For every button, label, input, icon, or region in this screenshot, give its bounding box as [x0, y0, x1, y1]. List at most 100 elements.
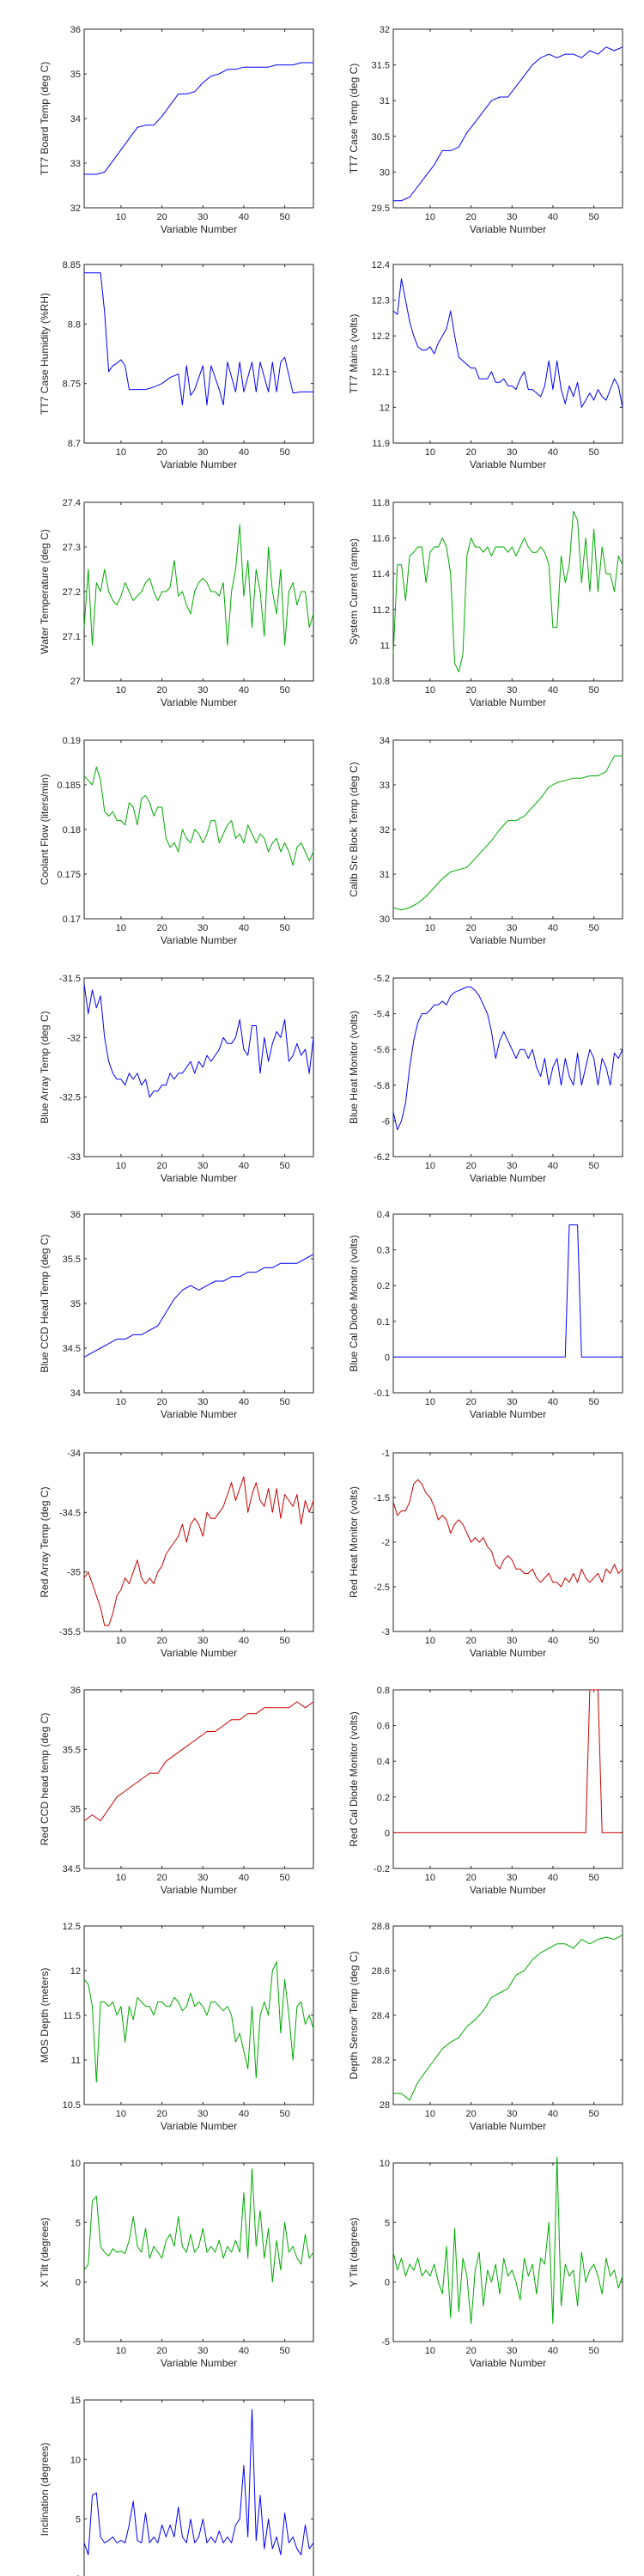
y-tick-label: -34.5 [59, 1508, 81, 1518]
y-tick-label: 0.17 [63, 914, 81, 925]
x-tick-label: 10 [116, 2109, 126, 2119]
y-tick-label: 8.8 [68, 319, 81, 330]
y-axis-label: Blue Array Temp (deg C) [39, 1011, 51, 1123]
x-tick-label: 40 [239, 2109, 249, 2119]
y-tick-label: 30.5 [372, 132, 390, 143]
plot-box [83, 2399, 314, 2576]
y-axis-label: TT7 Case Humidity (%RH) [39, 293, 51, 415]
x-tick-label: 30 [197, 2109, 208, 2119]
y-tick-label: 0.18 [63, 825, 81, 835]
chart-panel-17: 10 20 30 40 50 10.5 11 11.5 12 12.5 Variable Numbe… [39, 1922, 314, 2132]
y-tick-label: 27 [70, 677, 81, 687]
x-tick-label: 10 [116, 1873, 126, 1883]
x-tick-label: 20 [156, 447, 167, 458]
series-line [392, 755, 623, 911]
y-tick-label: 10 [380, 2159, 390, 2169]
series-line [83, 1701, 314, 1821]
x-tick-label: 10 [116, 1636, 126, 1646]
x-tick-label: 10 [116, 2346, 126, 2356]
x-tick-label: 20 [465, 2346, 476, 2356]
x-tick-label: 50 [280, 1636, 290, 1646]
x-tick-label: 40 [548, 2109, 558, 2119]
y-tick-label: 12.5 [63, 1922, 81, 1932]
x-tick-label: 40 [548, 1636, 558, 1646]
chart-panel-2: 10 20 30 40 50 29.5 30 30.5 31 31.5 32 Variable Num… [348, 25, 623, 235]
series-line [392, 278, 623, 408]
x-tick-label: 40 [239, 212, 249, 222]
x-tick-label: 10 [116, 685, 126, 696]
x-tick-label: 50 [280, 1161, 290, 1171]
x-tick-label: 50 [589, 1873, 599, 1883]
y-tick-label: -35.5 [59, 1627, 81, 1637]
plot-box [392, 2162, 623, 2342]
plot-box [392, 1925, 623, 2105]
x-tick-label: 50 [589, 1636, 599, 1646]
y-axis-label: TT7 Mains (volts) [348, 314, 360, 394]
y-tick-label: 0 [385, 2278, 390, 2288]
chart-panel-8: 10 20 30 40 50 30 31 32 33 34 Variable Number Calib… [348, 736, 623, 946]
x-tick-label: 40 [548, 923, 558, 933]
y-tick-label: 5 [76, 2515, 81, 2525]
y-tick-label: 0 [76, 2278, 81, 2288]
chart-panel-12: 10 20 30 40 50 -0.1 0 0.1 0.2 0.3 0.4 Variable Numb… [348, 1210, 623, 1420]
y-tick-label: -2.5 [374, 1583, 390, 1593]
y-axis-label: X Tilt (degrees) [39, 2217, 51, 2287]
y-tick-label: 31 [380, 870, 390, 880]
x-tick-label: 20 [156, 2346, 167, 2356]
y-tick-label: 10 [70, 2455, 81, 2465]
y-tick-label: 34 [70, 114, 81, 125]
y-tick-label: 11.5 [63, 2011, 81, 2021]
y-tick-label: 12.1 [372, 368, 390, 378]
y-tick-label: -3 [381, 1627, 390, 1637]
x-tick-label: 30 [507, 1636, 517, 1646]
x-tick-label: 50 [280, 447, 290, 458]
chart-panel-1: 10 20 30 40 50 32 33 34 35 36 Variable Number TT7 B… [39, 25, 314, 235]
y-tick-label: -33 [67, 1152, 81, 1163]
x-tick-label: 50 [589, 1397, 599, 1407]
y-tick-label: 10.5 [63, 2100, 81, 2111]
x-tick-label: 20 [156, 1873, 167, 1883]
x-tick-label: 30 [507, 685, 517, 696]
chart-panel-10: 10 20 30 40 50 -6.2 -6 -5.8 -5.6 -5.4 -5.2 Variable… [348, 974, 623, 1184]
series-line [393, 1689, 623, 1833]
y-tick-label: 11.6 [372, 534, 390, 544]
x-tick-label: 10 [116, 447, 126, 458]
y-tick-label: 34.5 [63, 1864, 81, 1874]
x-tick-label: 30 [507, 1873, 517, 1883]
x-tick-label: 50 [589, 2346, 599, 2356]
y-tick-label: 0.19 [63, 736, 81, 746]
chart-panel-19: 10 20 30 40 50 -5 0 5 10 Variable Number X Tilt (d… [39, 2159, 314, 2369]
x-tick-label: 20 [465, 447, 476, 458]
x-tick-label: 40 [239, 2346, 249, 2356]
x-tick-label: 40 [548, 1397, 558, 1407]
x-tick-label: 30 [197, 2346, 208, 2356]
series-line [83, 524, 314, 646]
y-tick-label: 33 [380, 781, 390, 791]
y-tick-label: 34 [70, 1388, 81, 1399]
y-axis-label: Calib Src Block Temp (deg C) [348, 762, 360, 896]
x-axis-label: Variable Number [161, 2120, 237, 2132]
y-tick-label: 29.5 [372, 204, 390, 214]
series-line [392, 510, 623, 673]
x-tick-label: 50 [280, 685, 290, 696]
y-tick-label: 8.75 [63, 380, 81, 390]
x-tick-label: 40 [239, 685, 249, 696]
y-axis-label: System Current (amps) [348, 538, 360, 645]
x-tick-label: 20 [156, 1636, 167, 1646]
plot-box [392, 739, 623, 920]
x-tick-label: 30 [197, 447, 208, 458]
y-tick-label: 36 [70, 25, 81, 35]
x-tick-label: 30 [507, 2109, 517, 2119]
y-tick-label: 0.4 [377, 1757, 390, 1767]
x-axis-label: Variable Number [470, 1172, 546, 1184]
plot-box [83, 977, 314, 1157]
y-axis-label: Depth Sensor Temp (deg C) [348, 1951, 360, 2079]
x-tick-label: 30 [197, 923, 208, 933]
x-axis-label: Variable Number [161, 459, 237, 471]
y-tick-label: 12 [380, 403, 390, 413]
y-tick-label: 35.5 [63, 1255, 81, 1265]
y-tick-label: -5.2 [374, 974, 390, 984]
x-tick-label: 40 [548, 212, 558, 222]
x-axis-label: Variable Number [470, 1408, 546, 1420]
y-tick-label: 28.8 [372, 1922, 390, 1932]
